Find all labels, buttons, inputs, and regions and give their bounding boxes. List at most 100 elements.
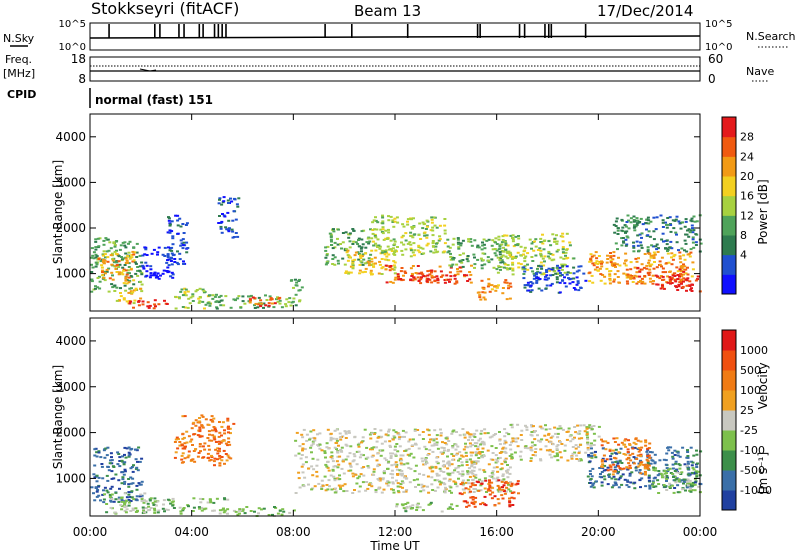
data-cell xyxy=(460,454,464,457)
data-cell xyxy=(461,484,465,487)
data-cell xyxy=(495,477,499,480)
data-cell xyxy=(380,230,384,233)
data-cell xyxy=(346,455,350,458)
data-cell xyxy=(231,230,235,233)
data-cell xyxy=(679,261,683,264)
data-cell xyxy=(125,496,129,499)
data-cell xyxy=(473,463,477,465)
data-cell xyxy=(463,436,467,439)
data-cell xyxy=(402,463,406,466)
data-cell xyxy=(136,269,140,272)
data-cell xyxy=(474,445,478,448)
data-cell xyxy=(511,437,515,440)
data-cell xyxy=(117,260,121,263)
data-cell xyxy=(182,436,186,439)
data-cell xyxy=(668,276,672,279)
data-cell xyxy=(357,490,361,493)
data-cell xyxy=(329,474,333,477)
data-cell xyxy=(201,288,205,291)
colorbar-tick-label: 20 xyxy=(740,170,754,183)
data-cell xyxy=(460,261,464,264)
data-cell xyxy=(549,284,553,287)
data-cell xyxy=(468,442,472,445)
data-cell xyxy=(616,227,620,230)
data-cell xyxy=(685,486,689,489)
data-cell xyxy=(187,435,191,438)
data-cell xyxy=(629,221,633,224)
data-cell xyxy=(631,447,635,450)
data-cell xyxy=(404,431,408,434)
data-cell xyxy=(217,202,221,205)
data-cell xyxy=(660,474,664,477)
data-cell xyxy=(311,457,315,460)
data-cell xyxy=(399,278,403,280)
data-cell xyxy=(354,251,358,254)
data-cell xyxy=(201,445,205,448)
data-cell xyxy=(120,459,124,462)
data-cell xyxy=(673,219,677,222)
data-cell xyxy=(626,276,630,279)
data-cell xyxy=(451,243,455,246)
data-cell xyxy=(674,460,678,463)
data-cell xyxy=(458,254,462,256)
data-cell xyxy=(443,229,447,232)
data-cell xyxy=(617,256,620,259)
data-cell xyxy=(647,462,650,465)
data-cell xyxy=(371,240,375,243)
data-cell xyxy=(627,485,631,488)
data-cell xyxy=(90,486,94,489)
data-cell xyxy=(112,241,116,244)
data-cell xyxy=(505,486,509,489)
data-cell xyxy=(568,244,572,247)
data-cell xyxy=(510,496,514,499)
data-cell xyxy=(558,266,562,269)
data-cell xyxy=(363,262,367,265)
data-cell xyxy=(536,276,540,279)
data-cell xyxy=(208,433,211,436)
data-cell xyxy=(624,438,628,441)
data-cell xyxy=(393,240,397,243)
data-cell xyxy=(455,431,458,433)
data-cell xyxy=(526,284,530,286)
data-cell xyxy=(639,462,643,465)
data-cell xyxy=(440,446,444,449)
data-cell xyxy=(682,478,686,481)
cpid-label: CPID xyxy=(7,88,36,101)
data-cell xyxy=(238,508,242,511)
data-cell xyxy=(561,232,565,235)
data-cell xyxy=(354,473,358,476)
data-cell xyxy=(335,460,339,463)
data-cell xyxy=(605,458,609,461)
data-cell xyxy=(617,465,620,468)
data-cell xyxy=(506,471,509,474)
data-cell xyxy=(331,469,335,472)
data-cell xyxy=(412,226,416,228)
data-cell xyxy=(530,434,534,437)
data-cell xyxy=(113,290,117,292)
data-cell xyxy=(654,485,658,488)
data-cell xyxy=(325,484,329,486)
data-cell xyxy=(90,290,94,293)
data-cell xyxy=(226,498,230,501)
data-cell xyxy=(389,455,393,458)
data-cell xyxy=(185,430,189,433)
data-cell xyxy=(174,307,178,310)
data-cell xyxy=(110,263,114,266)
data-cell xyxy=(360,255,364,258)
data-cell xyxy=(626,468,630,471)
data-cell xyxy=(695,449,698,452)
data-cell xyxy=(469,238,473,241)
data-cell xyxy=(407,466,411,469)
data-cell xyxy=(598,475,602,478)
data-cell xyxy=(645,465,649,468)
nsky-tick-bottom: 10^0 xyxy=(59,42,86,53)
data-cell xyxy=(323,475,327,478)
data-cell xyxy=(91,266,95,269)
data-cell xyxy=(420,483,424,486)
data-cell xyxy=(618,476,622,479)
data-cell xyxy=(132,259,136,262)
data-cell xyxy=(469,451,473,454)
data-cell xyxy=(359,247,363,250)
data-cell xyxy=(560,268,564,271)
data-cell xyxy=(417,483,421,486)
